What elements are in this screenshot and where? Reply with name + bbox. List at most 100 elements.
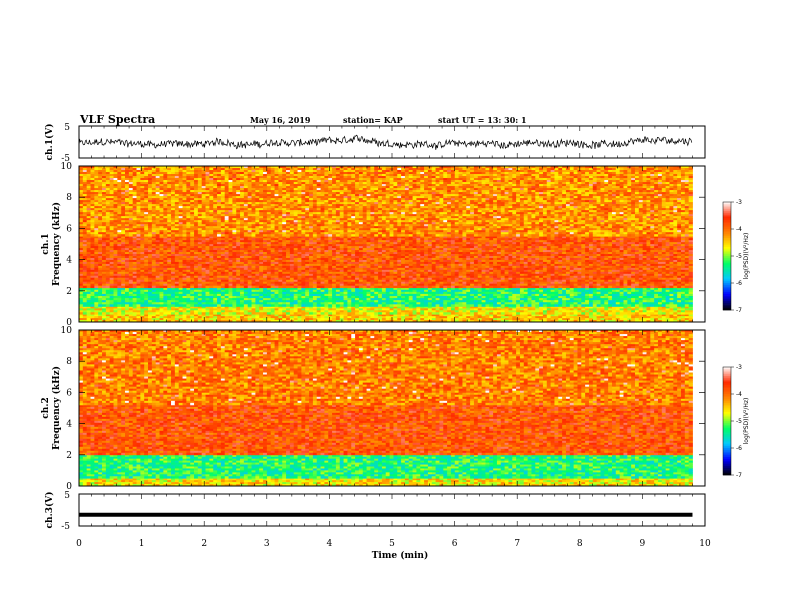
ch1-spec-cell (324, 236, 329, 239)
ch1-spec-cell (527, 293, 532, 297)
ch1-spec-cell (680, 310, 686, 313)
ch1-spec-cell (462, 312, 467, 315)
ch1-spec-cell (596, 300, 601, 303)
ch1-spec-cell (213, 302, 218, 305)
ch1-spec-cell (489, 244, 494, 247)
ch1-spec-cell (293, 320, 298, 323)
ch1-spec-cell (335, 302, 341, 305)
ch1-spec-cell (186, 242, 191, 245)
ch1-spec-cell (642, 236, 647, 239)
ch1-spec-cell (266, 298, 272, 301)
ch1-spec-cell (243, 293, 249, 297)
ch1-spec-cell (316, 296, 321, 299)
ch1-spec-cell (328, 293, 333, 297)
ch1-spec-cell (86, 246, 91, 249)
ch1-spec-cell (289, 318, 295, 321)
ch1-spec-cell (657, 308, 663, 311)
ch1-spec-cell (481, 236, 486, 239)
ch1-spec-cell (408, 291, 413, 295)
ch1-spec-cell (378, 236, 383, 239)
ch1-spec-cell (588, 242, 594, 245)
ch1-spec-cell (278, 242, 283, 245)
ch1-spec-cell (167, 246, 172, 249)
ch1-spec-cell (378, 310, 383, 313)
ch1-spec-cell (654, 244, 659, 247)
ch1-spec-cell (316, 244, 321, 247)
ch1-spec-cell (596, 240, 601, 243)
ch1-spec-cell (312, 291, 318, 295)
ch1-spec-cell (604, 302, 609, 305)
ch1-spec-cell (105, 298, 111, 301)
ch1-spec-cell (523, 310, 528, 313)
ch1-spec-cell (251, 236, 256, 239)
ch1-spec-cell (458, 293, 463, 297)
ch1-spec-cell (136, 300, 141, 303)
ch1-spec-cell (312, 302, 318, 305)
ch1-spec-cell (335, 314, 341, 317)
ch1-spec-cell (205, 304, 210, 307)
ch1-spec-cell (562, 302, 567, 305)
ch1-spec-cell (240, 318, 245, 321)
ch1-spec-cell (416, 302, 421, 305)
ch1-spec-cell (389, 296, 394, 299)
ch1-spec-cell (458, 298, 463, 301)
ch1-spec-cell (98, 293, 103, 297)
ch1-spec-cell (657, 320, 663, 323)
ch1-spec-cell (669, 244, 674, 247)
ch1-spec-cell (500, 236, 505, 239)
ch1-spec-cell (412, 298, 417, 301)
ch1-spec-cell (355, 312, 360, 315)
ch1-spec-cell (320, 312, 325, 315)
ch1-spec-cell (523, 318, 528, 321)
ch1-spec-cell (420, 312, 425, 315)
ch1-spec-cell (500, 306, 505, 309)
ch1-spec-cell (228, 289, 233, 293)
ch1-spec-cell (151, 242, 157, 245)
ch1-spec-cell (470, 300, 475, 303)
ch1-spec-cell (86, 320, 91, 323)
ch1-spec-cell (473, 240, 479, 243)
ch1-spec-cell (397, 300, 402, 303)
ch1-spec-cell (236, 316, 241, 319)
ch1-spec-cell (684, 240, 690, 243)
ch1-spec-cell (523, 308, 528, 311)
ch1-spec-cell (439, 314, 444, 317)
ch1-spec-cell (431, 320, 436, 323)
ch1-spec-cell (266, 242, 272, 245)
ch1-spec-cell (217, 302, 222, 305)
ch1-spec-cell (401, 289, 406, 293)
ch1-spec-cell (435, 242, 440, 245)
ch1-spec-cell (351, 318, 356, 321)
ch1-spec-cell (642, 291, 647, 295)
ch1-spec-cell (182, 316, 187, 319)
ch1-spec-cell (159, 238, 164, 241)
ch1-spec-cell (435, 316, 440, 319)
ch1-spec-cell (401, 298, 406, 301)
ch1-spec-cell (401, 306, 406, 309)
ch1-spec-cell (447, 318, 452, 321)
ch1-spec-cell (224, 244, 229, 247)
ch1-spec-cell (447, 304, 452, 307)
ch1-spec-cell (186, 302, 191, 305)
ch1-spec-cell (132, 293, 137, 297)
ch1-spec-cell (493, 296, 498, 299)
ch1-spec-cell (259, 240, 264, 243)
ch1-spec-cell (220, 302, 226, 305)
ch1-spec-cell (312, 238, 318, 241)
ch1-spec-cell (381, 318, 387, 321)
ch1-spec-cell (673, 320, 678, 323)
ch1-spec-cell (565, 304, 571, 307)
ch1-spec-cell (600, 312, 605, 315)
ch1-spec-cell (362, 320, 367, 323)
ch1-spec-cell (565, 244, 571, 247)
ch1-spec-cell (86, 289, 91, 293)
ch1-spec-cell (339, 291, 344, 295)
ch1-spec-cell (121, 302, 126, 305)
ch1-spec-cell (197, 289, 203, 293)
ch1-spec-cell (408, 236, 413, 239)
ch1-spec-cell (255, 289, 260, 293)
ch1-spec-cell (155, 302, 160, 305)
ch1-spec-cell (523, 236, 528, 239)
ch1-spec-cell (431, 318, 436, 321)
